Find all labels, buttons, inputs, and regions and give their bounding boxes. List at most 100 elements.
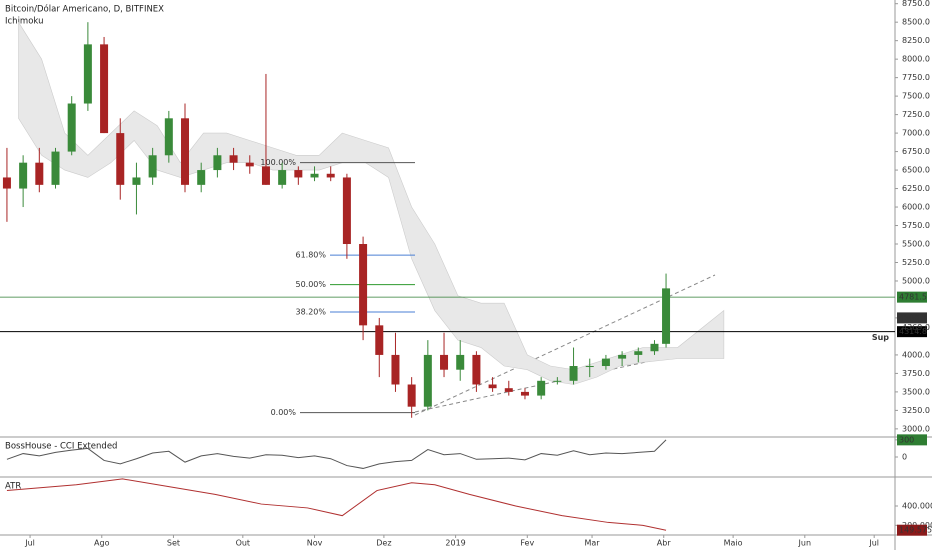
x-tick-label: Maio bbox=[724, 539, 743, 548]
y-tick-label: 6250.0 bbox=[902, 184, 930, 193]
candle-body bbox=[278, 170, 287, 185]
x-tick-label: Set bbox=[167, 539, 180, 548]
candle-body bbox=[618, 354, 627, 359]
x-tick-label: Jun bbox=[798, 539, 812, 548]
candle-body bbox=[229, 155, 238, 163]
candle-body bbox=[213, 155, 222, 171]
price-label: 4314.8 bbox=[899, 327, 927, 336]
indicator-line bbox=[6, 439, 667, 469]
x-tick-label: Dez bbox=[376, 539, 391, 548]
candle-body bbox=[553, 380, 562, 382]
y-tick-label: 7250.0 bbox=[902, 110, 930, 119]
y-tick-label: 7750.0 bbox=[902, 73, 930, 82]
candle-body bbox=[650, 343, 659, 352]
candle-body bbox=[19, 162, 28, 189]
price-label: 4369.0 bbox=[902, 323, 930, 332]
fib-label: 0.00% bbox=[271, 408, 297, 417]
candle-body bbox=[601, 358, 610, 367]
candle-body bbox=[2, 177, 11, 189]
fib-label: 50.00% bbox=[295, 280, 326, 289]
candle-body bbox=[634, 351, 643, 355]
price-label-box bbox=[897, 312, 927, 324]
price-label: 149.5752 bbox=[899, 526, 932, 535]
price-label-box bbox=[897, 434, 927, 446]
x-tick-label: Nov bbox=[307, 539, 323, 548]
y-tick-label: 3750.0 bbox=[902, 369, 930, 378]
x-tick-label: Abr bbox=[657, 539, 672, 548]
candle-body bbox=[164, 118, 173, 156]
candle-body bbox=[488, 384, 497, 389]
candle-body bbox=[407, 384, 416, 407]
y-tick-label: 8000.0 bbox=[902, 55, 930, 64]
y-tick-label: 6000.0 bbox=[902, 203, 930, 212]
y-tick-label: 5750.0 bbox=[902, 221, 930, 230]
candle-body bbox=[294, 170, 303, 178]
x-tick-label: Jul bbox=[24, 539, 35, 548]
candle-body bbox=[391, 354, 400, 385]
candle-body bbox=[520, 391, 529, 396]
y-tick-label: 6750.0 bbox=[902, 147, 930, 156]
indicator-name: BossHouse - CCI Extended bbox=[5, 442, 117, 452]
y-tick-label: 5250.0 bbox=[902, 258, 930, 267]
y-tick-label: 8500.0 bbox=[902, 18, 930, 27]
y-tick-label: 8250.0 bbox=[902, 36, 930, 45]
price-label: 4500.7 bbox=[899, 313, 927, 322]
candle-body bbox=[51, 151, 60, 185]
candle-body bbox=[359, 244, 368, 326]
x-tick-label: Fev bbox=[520, 539, 534, 548]
candle-body bbox=[181, 118, 190, 185]
y-tick-label: 3500.0 bbox=[902, 387, 930, 396]
candle-body bbox=[261, 166, 270, 185]
x-tick-label: Ago bbox=[94, 539, 110, 548]
price-label-box bbox=[897, 326, 927, 338]
fib-label: 61.80% bbox=[295, 251, 326, 260]
candle-body bbox=[245, 162, 254, 167]
candle-body bbox=[472, 354, 481, 385]
y-tick-label: 5000.0 bbox=[902, 276, 930, 285]
y-tick-label: 3250.0 bbox=[902, 406, 930, 415]
price-label: 4781.5 bbox=[899, 293, 927, 302]
candle-body bbox=[326, 173, 335, 178]
y-tick-label: 6500.0 bbox=[902, 166, 930, 175]
candle-body bbox=[569, 366, 578, 381]
candle-body bbox=[132, 177, 141, 185]
y-tick-label: 4000.0 bbox=[902, 350, 930, 359]
candle-body bbox=[148, 155, 157, 178]
candle-body bbox=[423, 354, 432, 407]
indicator-name: ATR bbox=[5, 482, 21, 492]
y-tick-label: 8750.0 bbox=[902, 0, 930, 8]
y-tick-label: 400.0000 bbox=[902, 502, 932, 511]
candle-body bbox=[662, 288, 671, 344]
x-tick-label: 2019 bbox=[445, 539, 465, 548]
indicator-line bbox=[6, 478, 667, 531]
candle-body bbox=[537, 380, 546, 396]
x-tick-label: Jul bbox=[868, 539, 879, 548]
fib-label: 100.00% bbox=[260, 158, 296, 167]
candle-body bbox=[375, 325, 384, 355]
candle-body bbox=[35, 162, 44, 185]
y-tick-label: 3000.0 bbox=[902, 424, 930, 433]
candle-body bbox=[456, 354, 465, 370]
price-label-box bbox=[897, 291, 927, 303]
y-tick-label: 0 bbox=[902, 453, 907, 462]
fib-label: 38.20% bbox=[295, 308, 326, 317]
candle-body bbox=[440, 354, 449, 370]
candle-body bbox=[83, 44, 92, 104]
y-tick-label: 5500.0 bbox=[902, 240, 930, 249]
candle-body bbox=[67, 103, 76, 152]
indicator-name: Ichimoku bbox=[5, 17, 43, 27]
candle-body bbox=[585, 366, 594, 368]
candle-body bbox=[197, 170, 206, 185]
price-label-box bbox=[897, 524, 927, 536]
y-tick-label: 7000.0 bbox=[902, 129, 930, 138]
candle-body bbox=[342, 177, 351, 245]
y-tick-label: 7500.0 bbox=[902, 92, 930, 101]
annotation: Sup bbox=[872, 333, 889, 342]
candle-body bbox=[100, 44, 109, 134]
candle-body bbox=[116, 133, 125, 185]
x-tick-label: Out bbox=[236, 539, 251, 548]
candle-body bbox=[310, 173, 319, 178]
candle-body bbox=[504, 388, 513, 392]
